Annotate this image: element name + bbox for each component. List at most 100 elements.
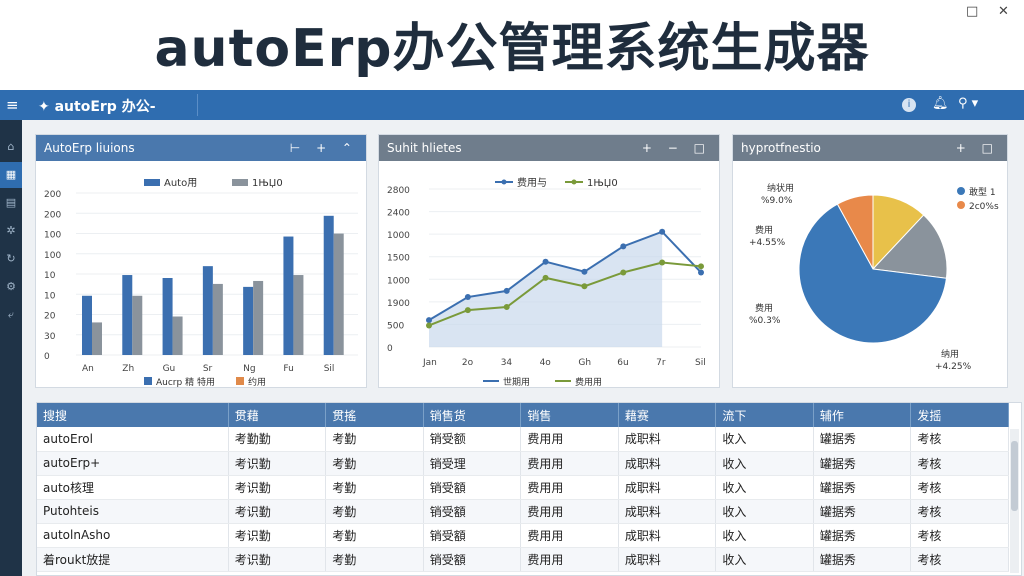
top-navbar: ≡ ✦ autoErp 办公- i 🔔︎ ⚲ ▾ <box>0 90 1024 120</box>
data-point <box>464 307 471 314</box>
pie-chart-panel: hyprotfnestio + □ 纳状用 %9.0% 费用 +4.55% 费用 %0.3… <box>732 134 1008 388</box>
hamburger-icon[interactable]: ≡ <box>6 96 19 114</box>
legend-swatch <box>232 179 248 186</box>
series-line <box>428 261 702 327</box>
table-cell: 罐据秀 <box>813 499 912 524</box>
table-cell: 收入 <box>715 475 814 500</box>
table-cell: 费用用 <box>520 499 619 524</box>
column-header[interactable]: 发摇 <box>910 403 1009 427</box>
data-point <box>659 228 666 235</box>
table-cell: 考核 <box>910 427 1009 452</box>
x-tick-label: Sil <box>695 358 706 368</box>
line-chart: 费用与 1ЊЏ0 2800 2400 1000 1500 1000 1900 500 0 Jan 2o… <box>387 176 706 387</box>
column-header[interactable]: 贯搖 <box>325 403 424 427</box>
legend-swatch <box>236 377 244 385</box>
table-row[interactable]: 着roukt放提 考识勤 考勤 销受額 费用用 成职料 收入 罐据秀 考核 <box>37 547 1009 572</box>
table-cell: 着roukt放提 <box>37 547 229 572</box>
table-cell: 考勤 <box>325 475 424 500</box>
legend-marker <box>957 201 965 209</box>
gear-icon[interactable]: ⚙ <box>6 280 16 293</box>
pie-chart: 纳状用 %9.0% 费用 +4.55% 费用 %0.3% 纳用 +4.25% 敢型 1 2c0%s <box>749 182 999 372</box>
x-tick-label: Gu <box>163 364 176 374</box>
table-cell: 销受額 <box>423 475 522 500</box>
x-tick-label: Ng <box>243 364 255 374</box>
minimize-button[interactable]: □ <box>966 4 979 19</box>
info-icon[interactable]: i <box>902 96 916 112</box>
panel-tools[interactable]: + □ <box>955 141 999 155</box>
table-row[interactable]: autolnAsho 考识勤 考勤 销受額 费用用 成职料 收入 罐据秀 考核 <box>37 523 1009 548</box>
panel-header: AutoErp liuions ⊢ + ⌃ <box>36 135 366 161</box>
panel-title: Suhit hlietes <box>387 141 462 155</box>
table-cell: 考核 <box>910 475 1009 500</box>
legend-swatch <box>144 179 160 186</box>
chart-icon[interactable]: ▦ <box>0 162 22 188</box>
bell-icon[interactable]: 🔔︎ <box>932 96 949 111</box>
table-cell: 考核 <box>910 547 1009 572</box>
legend-label: 约用 <box>248 376 266 387</box>
column-header[interactable]: 贯藉 <box>228 403 327 427</box>
settings-icon[interactable]: ✲ <box>6 224 16 237</box>
bar <box>162 278 173 355</box>
app-logo[interactable]: ✦ autoErp 办公- <box>38 99 156 115</box>
bar <box>253 280 264 355</box>
x-tick-label: Fu <box>283 364 293 374</box>
data-point <box>426 317 432 324</box>
pie-percent: %0.3% <box>749 316 781 326</box>
legend-marker <box>957 187 965 195</box>
refresh-icon[interactable]: ↻ <box>6 252 16 265</box>
table-cell: 罐据秀 <box>813 427 912 452</box>
bar <box>293 275 304 355</box>
close-button[interactable]: ✕ <box>998 4 1009 19</box>
column-header[interactable]: 辅作 <box>813 403 912 427</box>
x-tick-label: 4o <box>540 358 552 368</box>
logo-icon: ✦ <box>38 99 50 115</box>
y-tick-label: 10 <box>44 291 56 301</box>
table-cell: 成职料 <box>618 523 717 548</box>
table-header-row: 搜搜 贯藉 贯搖 销售货 销售 藉赛 流下 辅作 发摇 <box>37 403 1009 427</box>
data-point <box>620 269 627 276</box>
x-tick-label: Jan <box>422 358 437 368</box>
pie-percent: +4.55% <box>749 238 786 248</box>
panel-tools[interactable]: ⊢ + ⌃ <box>289 141 358 155</box>
table-cell: autolnAsho <box>37 523 229 548</box>
table-cell: 费用用 <box>520 547 619 572</box>
scroll-thumb[interactable] <box>1011 441 1018 511</box>
legend-label: Auto用 <box>164 178 197 189</box>
panel-tools[interactable]: + − □ <box>641 141 711 155</box>
legend-marker <box>501 179 507 185</box>
table-cell: 费用用 <box>520 523 619 548</box>
table-cell: 考勤 <box>325 427 424 452</box>
table-cell: 成职料 <box>618 547 717 572</box>
data-table-container: 搜搜 贯藉 贯搖 销售货 销售 藉赛 流下 辅作 发摇 autoErol 考勤勤 考勤 销受额 费用用成… <box>36 402 1022 576</box>
user-icon[interactable]: ⚲ ▾ <box>958 96 979 111</box>
table-cell: 考识勤 <box>228 523 327 548</box>
column-header[interactable]: 销售货 <box>423 403 522 427</box>
column-header[interactable]: 搜搜 <box>37 403 229 427</box>
y-tick-label: 200 <box>44 210 61 220</box>
table-row[interactable]: Putohteis 考识勤 考勤 销受額 费用用 成职料 收入 罐据秀 考核 <box>37 499 1009 524</box>
legend-label: Aucrp 精 特用 <box>156 376 215 387</box>
table-row[interactable]: autoErol 考勤勤 考勤 销受额 费用用 成职料 收入 罐据秀 考核 <box>37 427 1009 452</box>
table-cell: Putohteis <box>37 499 229 524</box>
table-row[interactable]: autoErp+ 考识勤 考勤 销受理 费用用 成职料 收入 罐据秀 考核 <box>37 451 1009 476</box>
pie-label: 费用 <box>755 224 773 236</box>
home-icon[interactable]: ⌂ <box>7 140 15 153</box>
data-point <box>464 294 471 301</box>
bar <box>202 266 213 355</box>
document-icon[interactable]: ▤ <box>5 196 17 209</box>
pie-slice <box>871 214 948 279</box>
table-cell: autoErp+ <box>37 451 229 476</box>
column-header[interactable]: 销售 <box>520 403 619 427</box>
table-cell: 考勤 <box>325 451 424 476</box>
link-icon[interactable]: ⤶ <box>7 308 15 321</box>
legend-label: 1ЊЏ0 <box>587 178 618 189</box>
table-row[interactable]: auto核理 考识勤 考勤 销受額 费用用 成职料 收入 罐据秀 考核 <box>37 475 1009 500</box>
table-cell: 销受額 <box>423 547 522 572</box>
table-scrollbar[interactable] <box>1010 429 1019 573</box>
x-tick-label: Sil <box>324 364 335 374</box>
bar <box>132 295 143 355</box>
column-header[interactable]: 流下 <box>715 403 814 427</box>
column-header[interactable]: 藉赛 <box>618 403 717 427</box>
bar <box>243 286 254 355</box>
